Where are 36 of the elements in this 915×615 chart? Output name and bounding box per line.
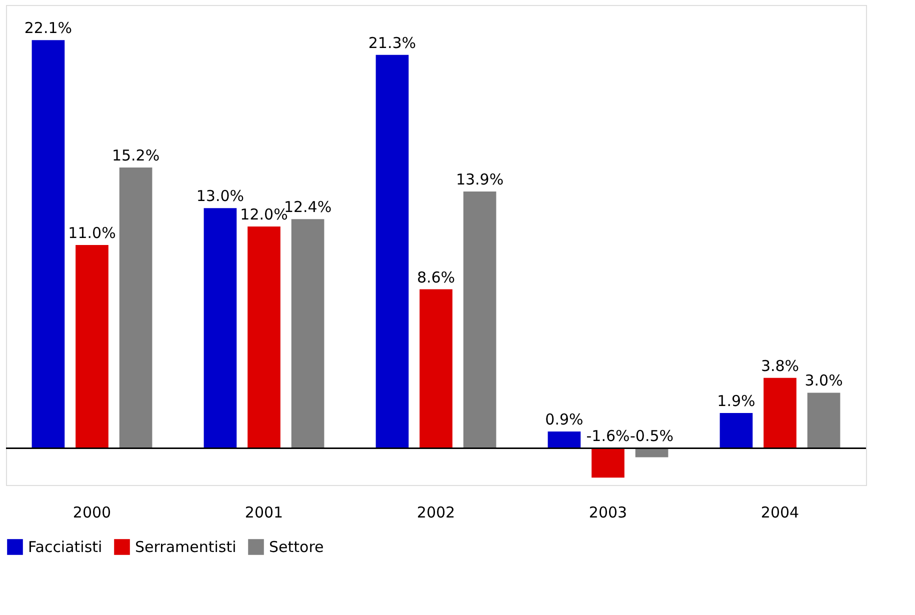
data-label: 11.0%	[68, 224, 116, 242]
legend-label: Facciatisti	[28, 538, 102, 556]
bar	[807, 392, 840, 448]
bar	[76, 245, 108, 448]
bar	[248, 226, 280, 448]
data-label: 0.9%	[545, 410, 584, 428]
bar	[119, 167, 152, 448]
bar	[764, 378, 796, 448]
bar	[32, 40, 65, 448]
legend-label: Settore	[269, 538, 324, 556]
data-label: 13.9%	[456, 170, 504, 188]
data-label: -0.5%	[630, 427, 674, 446]
data-label: 3.0%	[804, 372, 843, 390]
bar	[635, 448, 668, 458]
data-label: 15.2%	[112, 146, 160, 164]
bar	[548, 431, 581, 448]
data-label: 3.8%	[760, 356, 800, 375]
data-label: 8.6%	[416, 268, 456, 286]
x-tick-label: 2002	[416, 504, 456, 522]
data-label: 21.3%	[368, 34, 416, 52]
legend-label: Serramentisti	[135, 538, 236, 556]
bar	[592, 448, 624, 478]
bar	[720, 413, 753, 448]
bar	[420, 289, 452, 448]
x-tick-label: 2004	[760, 504, 800, 522]
bar	[291, 219, 324, 448]
x-tick-label: 2001	[244, 504, 284, 522]
bar	[376, 54, 409, 448]
data-label: 22.1%	[24, 19, 72, 38]
data-label: 13.0%	[196, 187, 244, 206]
data-label: -1.6%	[586, 427, 630, 446]
x-tick-label: 2003	[588, 504, 628, 522]
x-tick-label: 2000	[72, 504, 112, 522]
data-label: 1.9%	[717, 392, 756, 410]
bar	[463, 191, 496, 448]
bar	[204, 208, 237, 448]
